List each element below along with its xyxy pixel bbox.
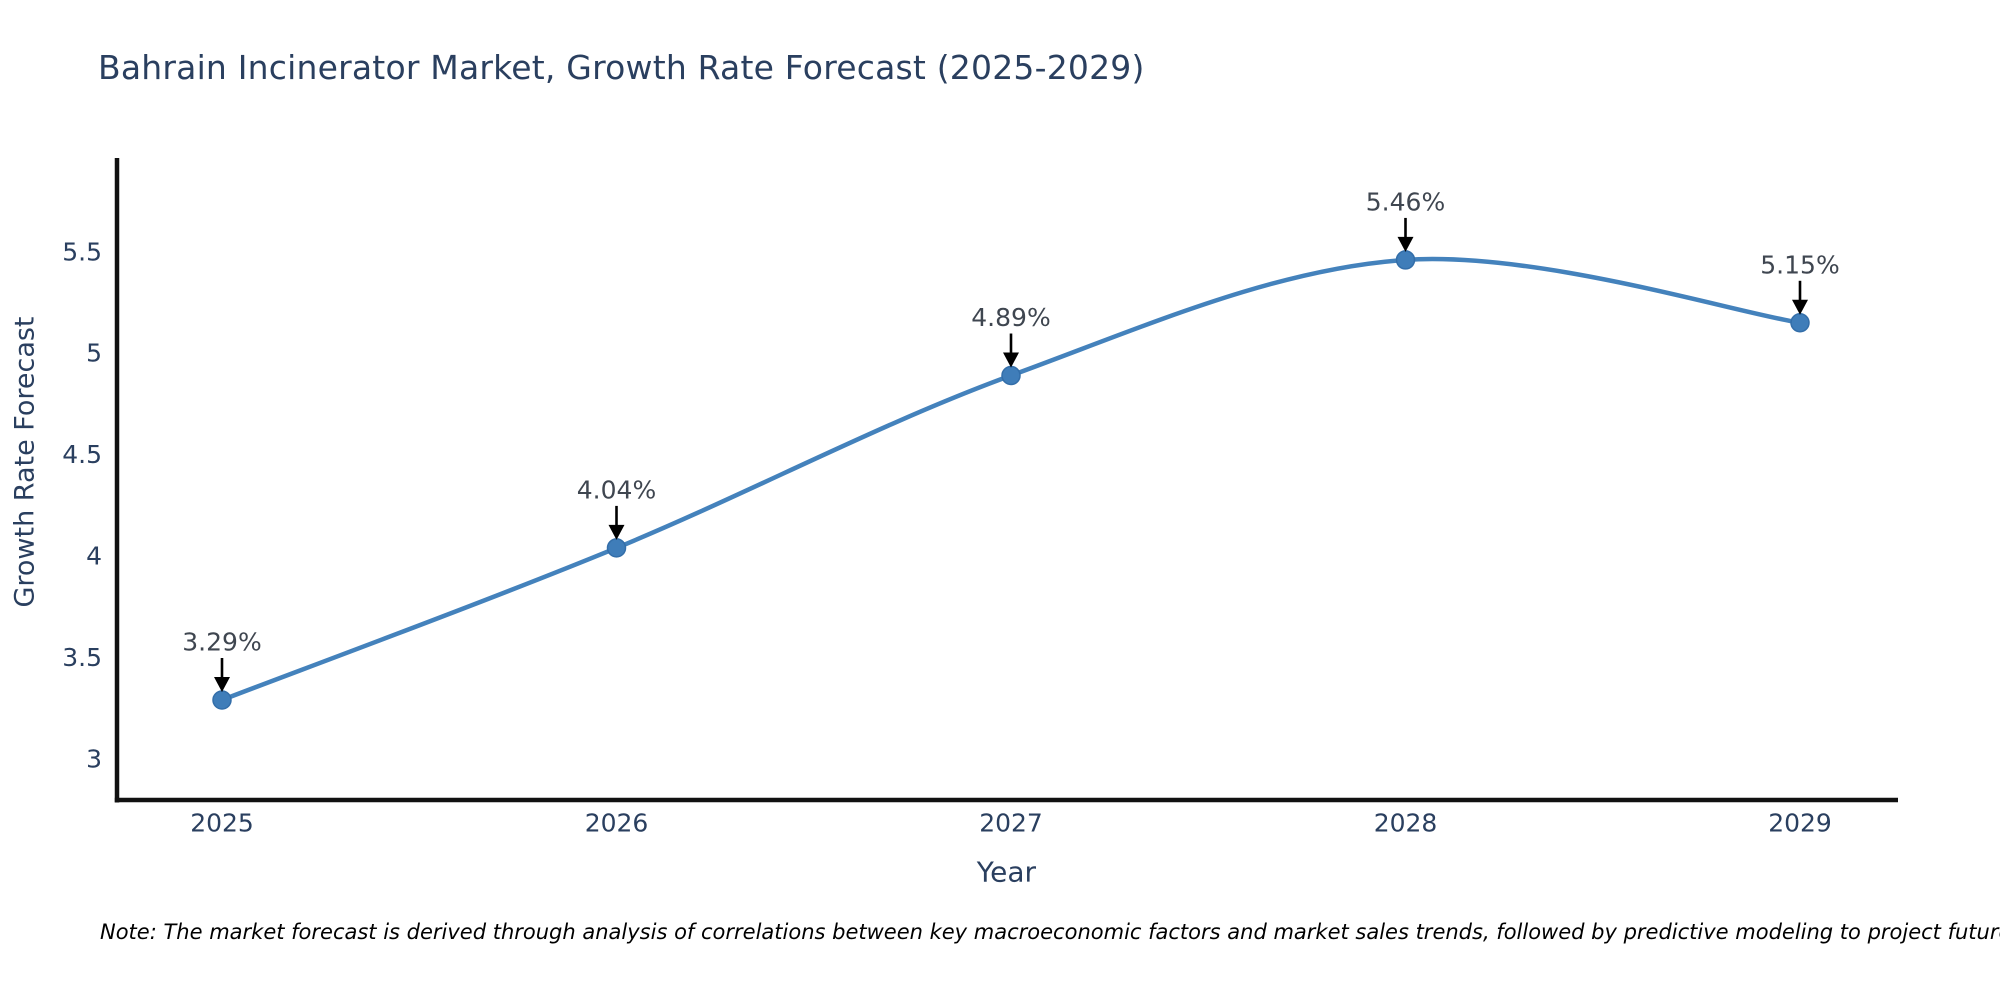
annotation-label: 5.46% xyxy=(1366,187,1445,216)
y-axis-title: Growth Rate Forecast xyxy=(10,316,41,607)
x-tick-label: 2029 xyxy=(1768,809,1832,838)
x-tick-label: 2028 xyxy=(1374,809,1438,838)
x-tick-label: 2025 xyxy=(190,809,254,838)
data-point-marker[interactable] xyxy=(212,690,232,710)
annotation-label: 3.29% xyxy=(182,628,261,657)
y-tick-label: 5 xyxy=(86,339,102,368)
data-point-marker[interactable] xyxy=(1395,250,1416,270)
annotation-label: 4.04% xyxy=(577,475,656,504)
y-tick-label: 4 xyxy=(86,542,102,571)
x-axis-title: Year xyxy=(976,856,1037,889)
y-tick-label: 3.5 xyxy=(62,643,102,672)
annotation-label: 4.89% xyxy=(971,303,1050,332)
data-point-marker[interactable] xyxy=(606,538,627,558)
annotation-arrowhead xyxy=(1792,299,1808,315)
y-tick-label: 4.5 xyxy=(62,440,102,469)
annotation-arrowhead xyxy=(1397,236,1414,252)
footnote: Note: The market forecast is derived thr… xyxy=(100,920,2000,944)
y-tick-label: 3 xyxy=(86,744,102,773)
x-tick-label: 2026 xyxy=(585,809,649,838)
y-tick-label: 5.5 xyxy=(62,237,102,266)
annotation-arrowhead xyxy=(1003,352,1019,368)
chart-title: Bahrain Incinerator Market, Growth Rate … xyxy=(98,48,1145,87)
annotation-label: 5.15% xyxy=(1760,250,1839,279)
data-point-marker[interactable] xyxy=(1790,313,1810,333)
annotation-arrowhead xyxy=(214,677,230,692)
x-tick-label: 2027 xyxy=(979,809,1043,838)
data-point-marker[interactable] xyxy=(1001,365,1021,386)
annotation-arrowhead xyxy=(608,524,625,540)
